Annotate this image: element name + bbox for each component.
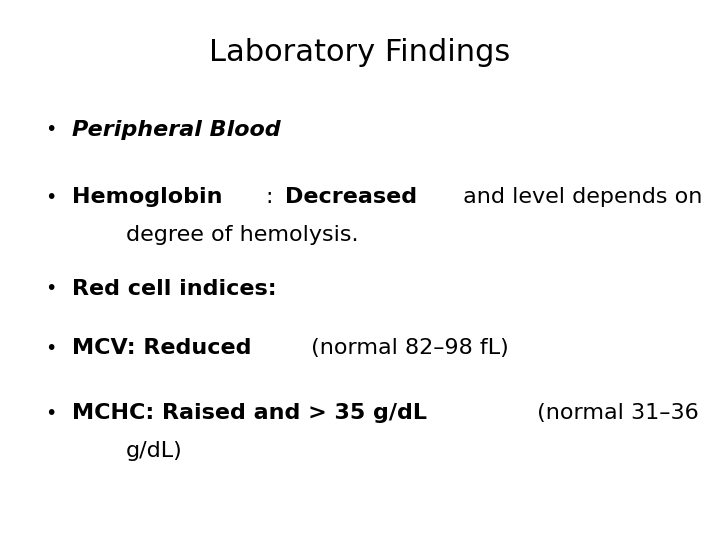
Text: MCHC: Raised and > 35 g/dL: MCHC: Raised and > 35 g/dL [72,403,427,423]
Text: •: • [45,279,56,299]
Text: g/dL): g/dL) [126,441,183,461]
Text: •: • [45,403,56,423]
Text: Red cell indices:: Red cell indices: [72,279,276,299]
Text: and level depends on: and level depends on [456,187,702,207]
Text: •: • [45,339,56,358]
Text: (normal 31–36: (normal 31–36 [530,403,699,423]
Text: Laboratory Findings: Laboratory Findings [210,38,510,67]
Text: degree of hemolysis.: degree of hemolysis. [126,225,359,245]
Text: Decreased: Decreased [285,187,417,207]
Text: :: : [266,187,281,207]
Text: MCV: Reduced: MCV: Reduced [72,338,251,359]
Text: •: • [45,120,56,139]
Text: Peripheral Blood: Peripheral Blood [72,119,281,140]
Text: (normal 82–98 fL): (normal 82–98 fL) [304,338,508,359]
Text: Hemoglobin: Hemoglobin [72,187,222,207]
Text: •: • [45,187,56,207]
